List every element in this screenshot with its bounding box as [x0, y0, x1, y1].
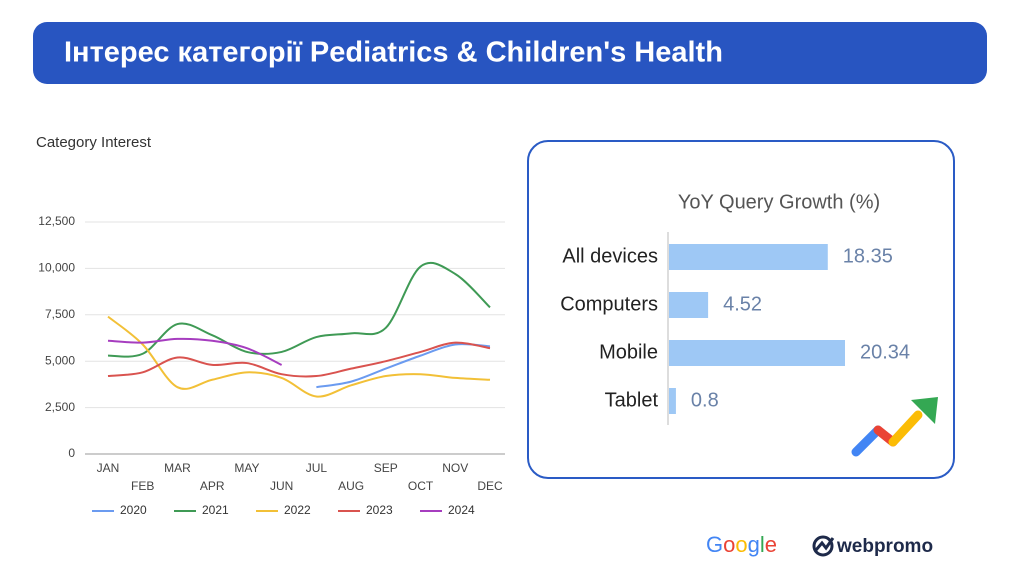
bar — [669, 292, 709, 318]
value-label: 0.8 — [691, 389, 719, 411]
x-tick-label: DEC — [477, 479, 503, 493]
category-label: Computers — [560, 293, 658, 315]
value-label: 4.52 — [723, 293, 762, 315]
x-tick-label: FEB — [131, 479, 154, 493]
value-label: 18.35 — [843, 245, 893, 267]
x-tick-label: JUL — [306, 461, 328, 475]
x-tick-label: APR — [200, 479, 225, 493]
webpromo-logo: webpromo — [836, 536, 933, 557]
logo-letter: o — [723, 532, 735, 557]
webpromo-icon — [812, 535, 835, 557]
bar — [669, 388, 676, 414]
x-tick-label: SEP — [374, 461, 398, 475]
y-tick-label: 5,000 — [45, 353, 75, 367]
bar — [669, 244, 828, 270]
logo-letter: g — [748, 532, 760, 557]
logo-letter: l — [760, 532, 765, 557]
category-label: All devices — [562, 245, 658, 267]
y-tick-label: 12,500 — [38, 214, 75, 228]
series-line — [107, 337, 283, 366]
bar-chart-title: YoY Query Growth (%) — [678, 191, 880, 213]
line-chart-title: Category Interest — [36, 134, 152, 151]
category-label: Tablet — [605, 389, 659, 411]
logo-letter: e — [765, 532, 777, 557]
x-tick-label: AUG — [338, 479, 364, 493]
category-label: Mobile — [599, 341, 658, 363]
logo-letter: G — [706, 532, 723, 557]
x-tick-label: NOV — [442, 461, 468, 475]
growth-icon — [851, 397, 938, 457]
bar-panel — [527, 140, 955, 479]
x-tick-label: JAN — [97, 461, 120, 475]
x-tick-label: MAR — [164, 461, 191, 475]
value-label: 20.34 — [860, 341, 910, 363]
google-logo: Google — [706, 532, 777, 557]
logo-letter: o — [735, 532, 747, 557]
y-tick-label: 2,500 — [45, 400, 75, 414]
x-tick-label: JUN — [270, 479, 293, 493]
y-tick-label: 0 — [68, 446, 75, 460]
series-line — [107, 261, 491, 358]
legend-label: 2021 — [202, 503, 229, 517]
header-title: Інтерес категорії Pediatrics & Children'… — [64, 37, 723, 69]
bar — [669, 340, 845, 366]
y-tick-label: 7,500 — [45, 307, 75, 321]
legend-label: 2020 — [120, 503, 147, 517]
series-line — [316, 343, 491, 389]
series-line — [107, 315, 491, 398]
x-tick-label: MAY — [234, 461, 259, 475]
y-tick-label: 10,000 — [38, 261, 75, 275]
legend-label: 2023 — [366, 503, 393, 517]
x-tick-label: OCT — [408, 479, 434, 493]
header-bar — [33, 22, 987, 84]
legend-label: 2022 — [284, 503, 311, 517]
series-line — [107, 341, 491, 378]
legend-label: 2024 — [448, 503, 475, 517]
